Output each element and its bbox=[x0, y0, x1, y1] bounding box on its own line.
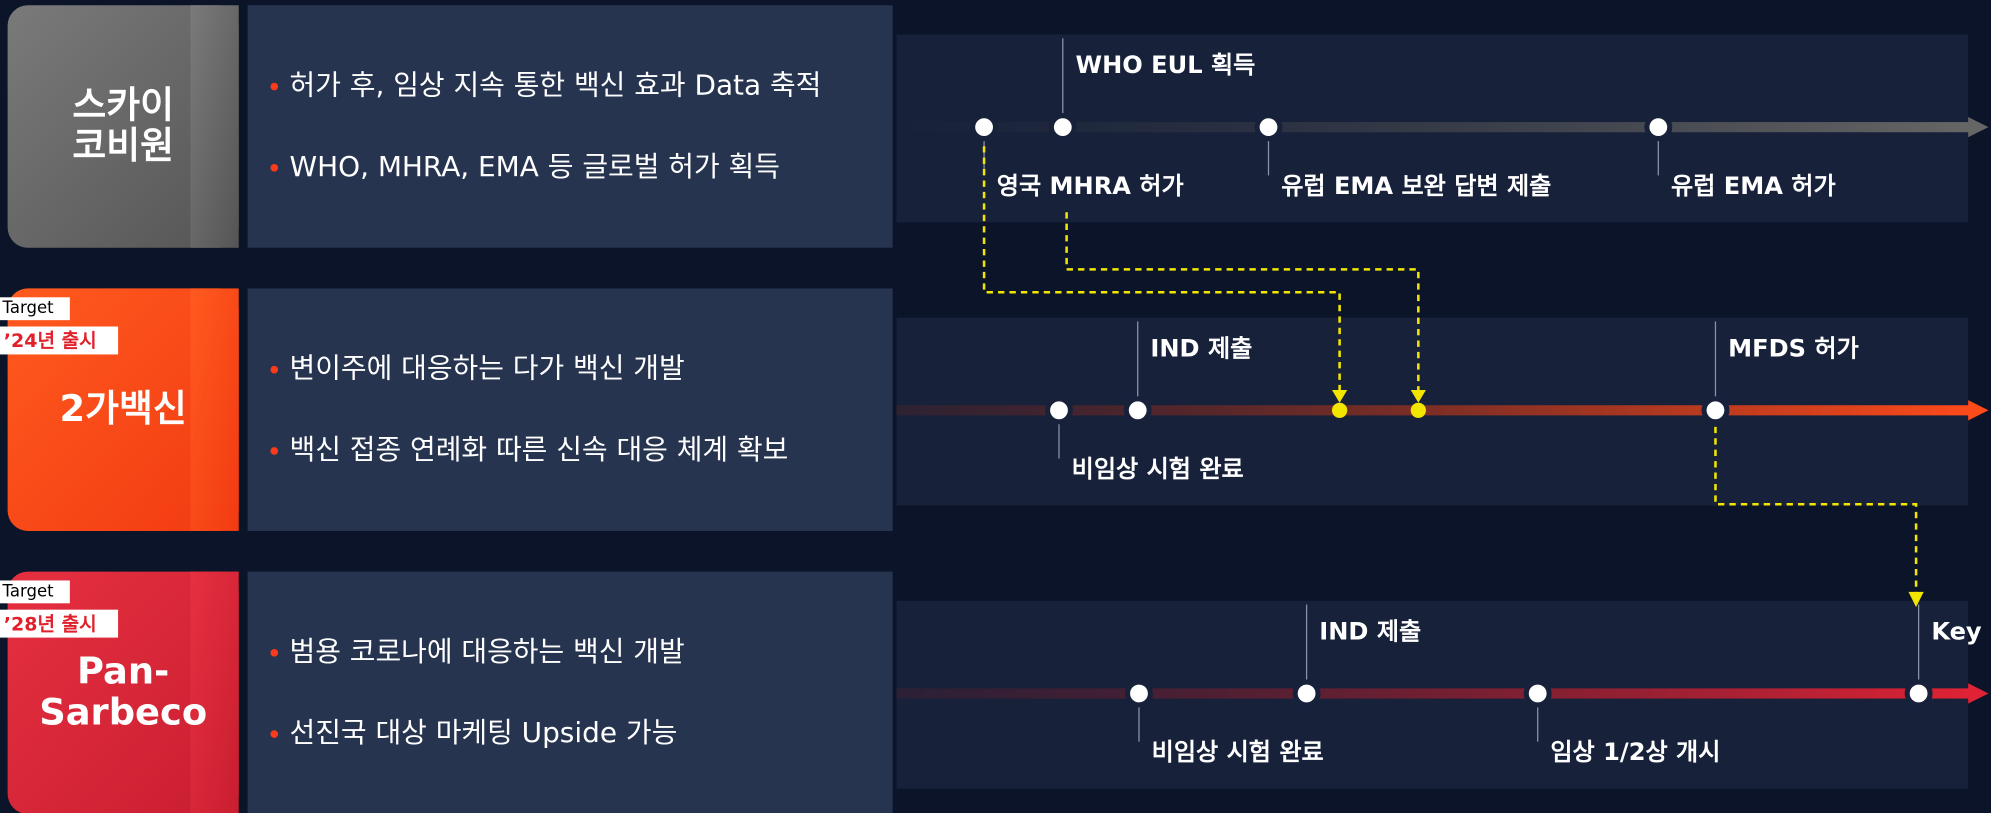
bullet-text: 선진국 대상 마케팅 Upside 가능 bbox=[290, 716, 678, 749]
bullet-panel bbox=[247, 571, 893, 813]
target-tag bbox=[0, 580, 70, 604]
target-node bbox=[1331, 402, 1348, 418]
event-label: 비임상 시험 완료 bbox=[1072, 455, 1244, 483]
connector-arrow bbox=[1908, 591, 1924, 608]
name-box-edge bbox=[190, 5, 239, 248]
event-node bbox=[1904, 679, 1933, 708]
bullet-text: 변이주에 대응하는 다가 백신 개발 bbox=[290, 352, 685, 385]
event-label: 비임상 시험 완료 bbox=[1152, 738, 1324, 766]
event-node bbox=[1254, 113, 1283, 142]
event-node bbox=[1701, 396, 1730, 425]
target-tag bbox=[0, 297, 70, 321]
event-label: IND 제출 bbox=[1150, 334, 1252, 362]
timeline-arrow bbox=[1968, 683, 1989, 704]
event-label: 유럽 EMA 보완 답변 제출 bbox=[1281, 172, 1551, 200]
bullet-text: 허가 후, 임상 지속 통한 백신 효과 Data 축적 bbox=[290, 69, 822, 102]
event-label: MFDS 허가 bbox=[1728, 334, 1859, 362]
connector-arrow bbox=[1331, 389, 1348, 403]
bullet-text: 백신 접종 연례화 따른 신속 대응 체계 확보 bbox=[290, 433, 789, 466]
bullet-panel bbox=[247, 288, 893, 531]
timeline-arrow bbox=[1968, 400, 1989, 421]
row-name: Pan- bbox=[77, 650, 169, 693]
bullet-dot bbox=[270, 82, 279, 91]
timeline-line bbox=[896, 688, 1971, 699]
bullet-dot bbox=[270, 649, 279, 657]
event-label: IND 제출 bbox=[1319, 618, 1421, 646]
target-text: Target bbox=[2, 298, 55, 317]
row-name: 2가백신 bbox=[60, 387, 187, 430]
event-node bbox=[1292, 679, 1321, 708]
event-node bbox=[1048, 113, 1077, 142]
row-name: 스카이 bbox=[72, 83, 174, 126]
event-node bbox=[1523, 679, 1552, 708]
event-label: WHO EUL 획득 bbox=[1075, 51, 1255, 79]
timeline-line bbox=[896, 405, 1971, 416]
launch-tag bbox=[0, 609, 119, 638]
timeline-line bbox=[896, 122, 1971, 133]
event-node bbox=[1045, 396, 1073, 425]
launch-text: ’24년 출시 bbox=[4, 330, 97, 352]
bullet-dot bbox=[270, 365, 279, 374]
timeline-arrow bbox=[1968, 116, 1989, 138]
row-name: 코비원 bbox=[72, 124, 174, 167]
event-label: Key result (Stage 1) bbox=[1931, 618, 1991, 646]
bullet-text: 범용 코로나에 대응하는 백신 개발 bbox=[290, 635, 685, 668]
event-label: 영국 MHRA 허가 bbox=[997, 172, 1184, 200]
event-label: 임상 1/2상 개시 bbox=[1550, 738, 1720, 766]
bullet-text: WHO, MHRA, EMA 등 글로벌 허가 획득 bbox=[290, 150, 780, 183]
name-box bbox=[7, 5, 239, 248]
bullet-dot bbox=[270, 730, 279, 738]
bullet-dot bbox=[270, 163, 279, 172]
launch-text: ’28년 출시 bbox=[4, 613, 97, 635]
name-box-edge bbox=[190, 288, 239, 531]
connector-arrow bbox=[1410, 389, 1426, 403]
row-name: Sarbeco bbox=[39, 690, 207, 733]
launch-tag bbox=[0, 326, 119, 355]
event-label: 유럽 EMA 허가 bbox=[1671, 172, 1836, 200]
event-node bbox=[1644, 113, 1673, 142]
event-node bbox=[970, 113, 999, 142]
event-node bbox=[1125, 679, 1153, 708]
connectors bbox=[982, 146, 1918, 600]
target-node bbox=[1410, 402, 1426, 418]
bullet-dot bbox=[270, 447, 279, 455]
target-text: Target bbox=[2, 581, 55, 600]
bullet-panel bbox=[247, 5, 893, 248]
name-box-edge bbox=[190, 571, 239, 813]
event-node bbox=[1123, 396, 1152, 425]
